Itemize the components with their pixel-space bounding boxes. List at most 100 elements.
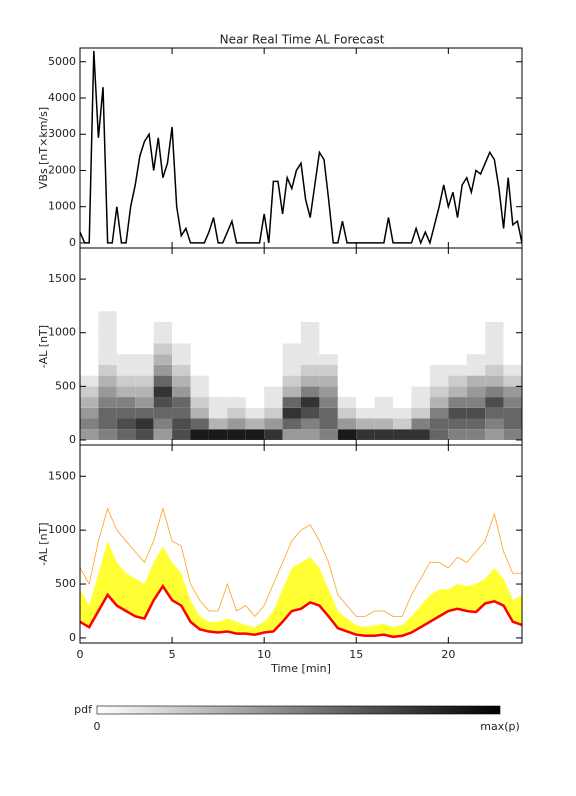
heat-cell bbox=[485, 354, 504, 365]
heat-cell bbox=[153, 364, 173, 376]
heat-cell bbox=[153, 397, 173, 408]
heat-cell bbox=[245, 386, 265, 398]
colorbar-max: max(p) bbox=[480, 720, 520, 733]
y-tick-label: 5000 bbox=[48, 55, 76, 68]
heat-cell bbox=[172, 364, 191, 376]
heat-cell bbox=[319, 343, 338, 355]
heat-cell bbox=[429, 321, 449, 333]
heat-cell bbox=[337, 343, 357, 355]
plot-area bbox=[80, 507, 522, 639]
heat-cell bbox=[466, 397, 486, 408]
heat-cell bbox=[282, 332, 301, 344]
heat-cell bbox=[98, 397, 117, 408]
heat-cell bbox=[190, 354, 209, 365]
heat-cell bbox=[98, 311, 117, 322]
heat-cell bbox=[485, 429, 504, 440]
y-tick-label: 500 bbox=[55, 577, 76, 590]
heat-cell bbox=[485, 407, 504, 419]
heat-cell bbox=[503, 386, 522, 398]
heat-cell bbox=[448, 375, 467, 387]
heat-cell bbox=[227, 321, 246, 333]
heat-cell bbox=[264, 343, 283, 355]
y-tick-label: 1000 bbox=[48, 200, 76, 213]
heat-cell bbox=[135, 343, 154, 355]
heat-cell bbox=[208, 429, 228, 440]
heat-cell bbox=[98, 364, 117, 376]
heat-cell bbox=[208, 386, 228, 398]
heat-cell bbox=[208, 364, 228, 376]
heat-cell bbox=[116, 364, 136, 376]
heat-cell bbox=[208, 375, 228, 387]
heat-cell bbox=[282, 321, 301, 333]
heat-cell bbox=[301, 354, 320, 365]
heat-cell bbox=[245, 343, 265, 355]
heat-cell bbox=[80, 418, 99, 430]
heat-cell bbox=[301, 343, 320, 355]
heat-cell bbox=[503, 332, 522, 344]
heat-cell bbox=[282, 354, 301, 365]
heat-cell bbox=[411, 407, 430, 419]
heat-cell bbox=[135, 321, 154, 333]
heat-cell bbox=[448, 407, 467, 419]
y-tick-label: 0 bbox=[69, 631, 76, 644]
heat-cell bbox=[282, 375, 301, 387]
heat-cell bbox=[80, 364, 99, 376]
heat-cell bbox=[116, 343, 136, 355]
heat-cell bbox=[116, 332, 136, 344]
heat-cell bbox=[172, 343, 191, 355]
heat-cell bbox=[116, 407, 136, 419]
heat-cell bbox=[245, 375, 265, 387]
heat-cell bbox=[429, 407, 449, 419]
heat-cell bbox=[393, 332, 412, 344]
heat-cell bbox=[485, 332, 504, 344]
heat-cell bbox=[411, 386, 430, 398]
heat-cell bbox=[80, 321, 99, 333]
heat-cell bbox=[208, 354, 228, 365]
heat-cell bbox=[208, 321, 228, 333]
heat-cell bbox=[503, 343, 522, 355]
heat-cell bbox=[227, 386, 246, 398]
heat-cell bbox=[393, 321, 412, 333]
heat-cell bbox=[135, 407, 154, 419]
heat-cell bbox=[301, 386, 320, 398]
heat-cell bbox=[466, 311, 486, 322]
heat-cell bbox=[264, 311, 283, 322]
heat-cell bbox=[208, 332, 228, 344]
heat-cell bbox=[282, 418, 301, 430]
heat-cell bbox=[245, 364, 265, 376]
heat-cell bbox=[116, 321, 136, 333]
y-tick-label: 2000 bbox=[48, 163, 76, 176]
heat-cell bbox=[172, 397, 191, 408]
heat-cell bbox=[245, 429, 265, 440]
heat-cell bbox=[411, 429, 430, 440]
heat-cell bbox=[245, 332, 265, 344]
heat-cell bbox=[208, 311, 228, 322]
heat-cell bbox=[282, 386, 301, 398]
heat-cell bbox=[80, 407, 99, 419]
plot-area bbox=[80, 311, 522, 440]
heat-cell bbox=[411, 397, 430, 408]
heat-cell bbox=[172, 332, 191, 344]
heat-cell bbox=[411, 364, 430, 376]
heat-cell bbox=[485, 386, 504, 398]
heat-cell bbox=[356, 418, 375, 430]
heat-cell bbox=[374, 386, 394, 398]
heat-cell bbox=[374, 375, 394, 387]
heat-cell bbox=[466, 386, 486, 398]
heat-cell bbox=[153, 321, 173, 333]
heat-cell bbox=[374, 407, 394, 419]
heat-cell bbox=[448, 311, 467, 322]
x-axis-label: Time [min] bbox=[270, 662, 331, 675]
heat-cell bbox=[485, 375, 504, 387]
heat-cell bbox=[135, 418, 154, 430]
heat-cell bbox=[393, 364, 412, 376]
heat-cell bbox=[153, 386, 173, 398]
plot-frame bbox=[79, 47, 523, 249]
heat-cell bbox=[190, 375, 209, 387]
heat-cell bbox=[429, 397, 449, 408]
heat-cell bbox=[282, 343, 301, 355]
series-line bbox=[80, 50, 522, 246]
heat-cell bbox=[374, 397, 394, 408]
heat-cell bbox=[411, 418, 430, 430]
heat-cell bbox=[429, 364, 449, 376]
